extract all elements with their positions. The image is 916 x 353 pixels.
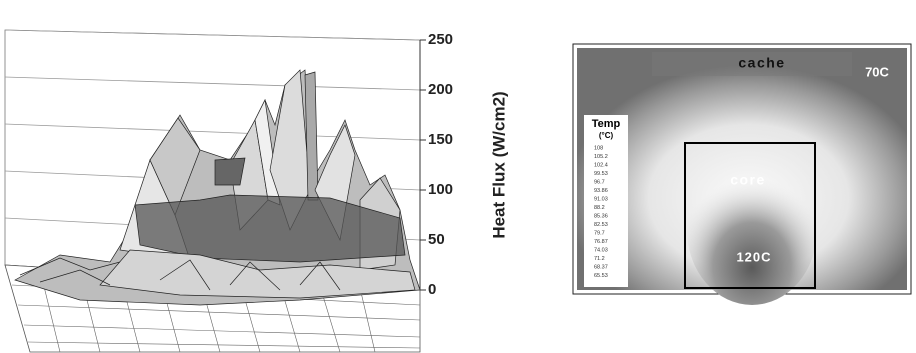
tick-label: 100: [428, 181, 453, 198]
cache-label: cache: [738, 55, 785, 71]
legend-title: Temp: [592, 118, 621, 130]
legend-value: 88.2: [594, 205, 605, 211]
legend-unit: (°C): [599, 131, 614, 140]
legend-value: 82.53: [594, 222, 608, 228]
legend-value: 102.4: [594, 162, 608, 168]
legend-value: 96.7: [594, 179, 605, 185]
legend-value: 65.53: [594, 273, 608, 279]
legend-value: 93.86: [594, 188, 608, 194]
legend-value: 85.36: [594, 213, 608, 219]
tick-label: 250: [428, 31, 453, 48]
legend-value: 74.03: [594, 247, 608, 253]
tick-label: 200: [428, 81, 453, 98]
axis-label: Heat Flux (W/cm2): [489, 91, 508, 238]
legend-value: 108: [594, 145, 603, 151]
legend-value: 71.2: [594, 256, 605, 262]
tick-label: 0: [428, 281, 436, 298]
legend-value: 105.2: [594, 154, 608, 160]
legend-value: 91.03: [594, 196, 608, 202]
core-label: core: [730, 172, 766, 188]
figure: 0 50 100 150 200 250 Heat Flux (W/cm2) cache …: [0, 0, 916, 353]
page: 0 50 100 150 200 250 Heat Flux (W/cm2) cache …: [0, 0, 916, 353]
cool-label: 70C: [865, 64, 889, 79]
tick-label: 150: [428, 131, 453, 148]
legend-value: 68.37: [594, 264, 608, 270]
legend-value: 76.87: [594, 239, 608, 245]
thermal-map: cache 70C core 120C Temp (°C) 108 105.2 10…: [573, 44, 911, 305]
tick-label: 50: [428, 231, 445, 248]
legend-value: 79.7: [594, 230, 605, 236]
surface-plot: 0 50 100 150 200 250 Heat Flux (W/cm2): [5, 30, 508, 352]
legend-value: 99.53: [594, 171, 608, 177]
hot-label: 120C: [736, 249, 771, 264]
